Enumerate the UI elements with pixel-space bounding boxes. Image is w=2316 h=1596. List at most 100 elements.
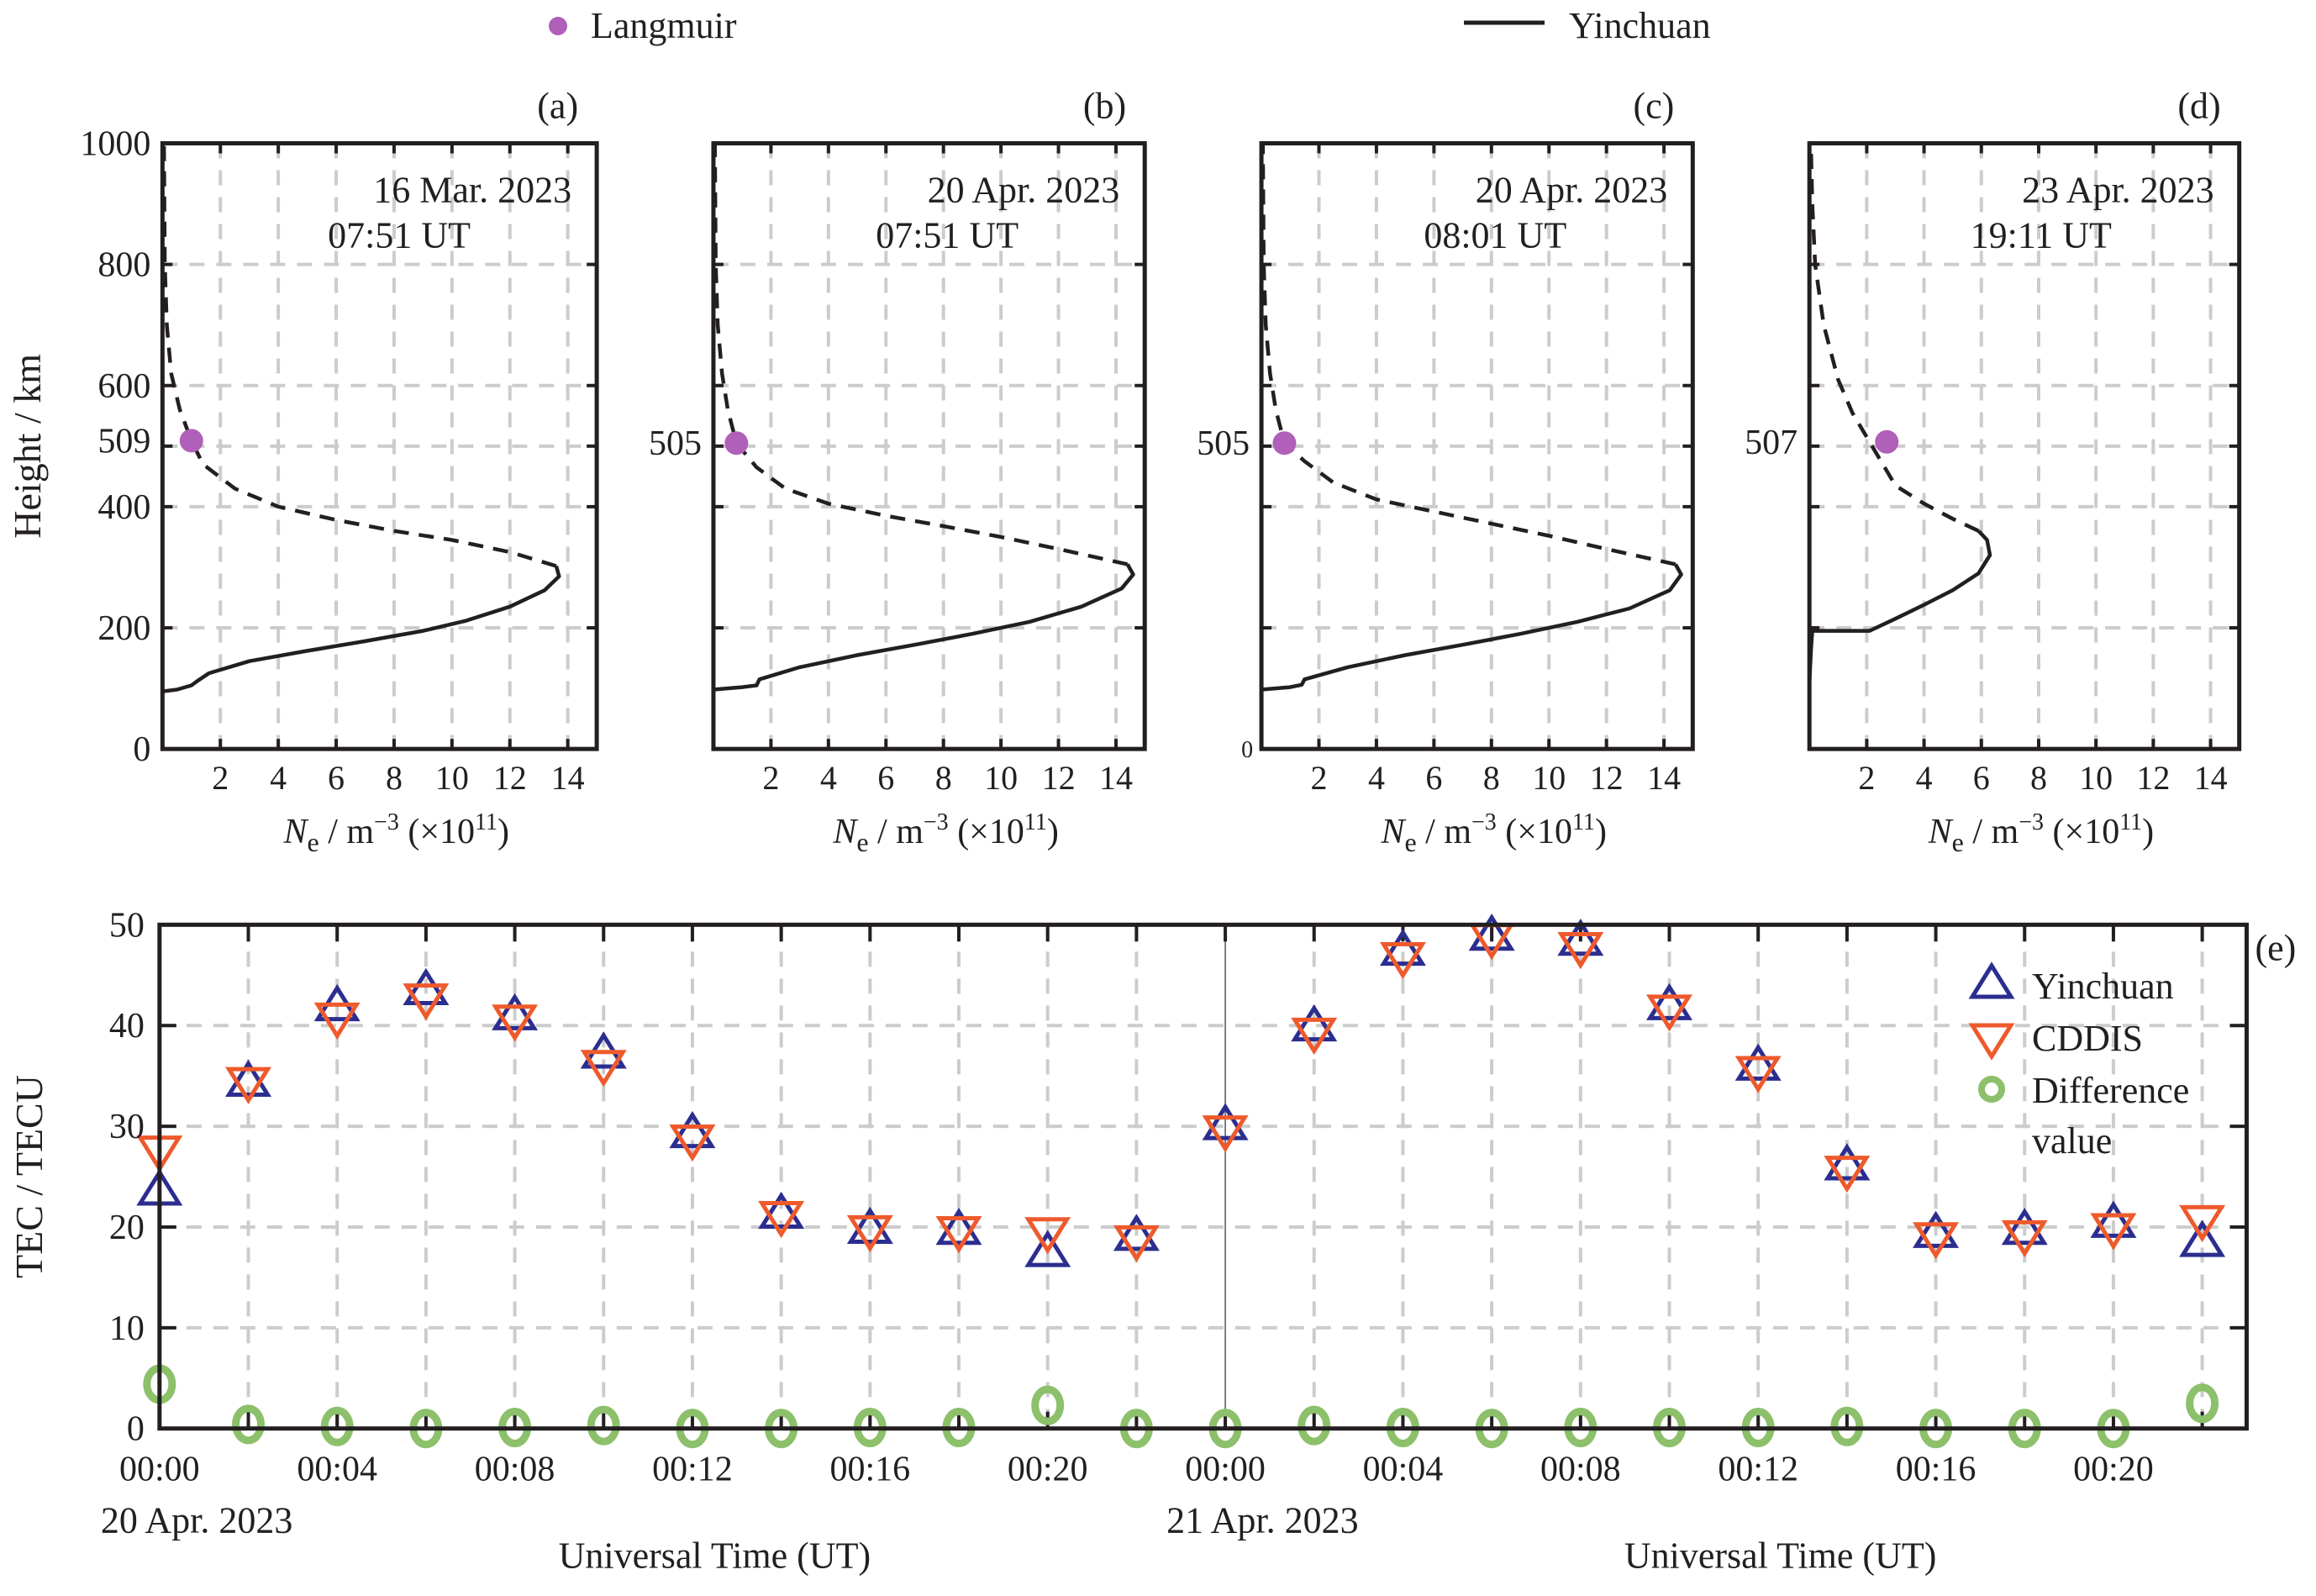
panel-label: (d): [2177, 85, 2220, 126]
axes-frame: [1807, 140, 2242, 751]
x-tick-label: 8: [935, 759, 952, 797]
x-tick-label: 2: [212, 759, 229, 797]
yinchuan-profile-extrapolated: [1808, 143, 1980, 533]
y-tick-label: 505: [649, 424, 702, 463]
y-tick-label: 50: [109, 906, 145, 945]
x-tick-label: 00:04: [297, 1451, 377, 1489]
langmuir-point: [179, 429, 203, 453]
yinchuan-profile-measured: [1807, 529, 1992, 683]
cddis-marker: [846, 1214, 893, 1253]
profile-panel-a: 2 4 6 8 10 12 14 0 200 400 509 600 800 1000 16 Mar. 20…: [80, 85, 599, 857]
x-tick-label: 00:12: [652, 1451, 733, 1489]
legend-difference-marker: [1978, 1076, 2005, 1103]
cddis-marker: [2179, 1204, 2226, 1243]
langmuir-point: [1875, 429, 1899, 454]
y-tick-label: 800: [97, 246, 150, 285]
y-tick-label: 505: [1197, 424, 1250, 463]
x-tick-label: 4: [1916, 759, 1933, 797]
cddis-marker: [1379, 941, 1426, 980]
yinchuan-marker: [1824, 1143, 1871, 1181]
x-tick-label: 10: [1532, 759, 1566, 797]
x-axis-label: Ne / m−3 (×1011): [282, 809, 509, 857]
panel-date: 16 Mar. 2023: [373, 169, 571, 210]
panel-label: (e): [2255, 927, 2296, 968]
legend-difference-label-2: value: [2032, 1120, 2112, 1161]
y-tick-label: 0: [127, 1410, 145, 1449]
x-tick-label: 10: [435, 759, 469, 797]
tec-panel: 0 10 20 30 40 50 TEC / TECU 00:00 00:04 00:08 00:1…: [8, 906, 2296, 1576]
x-tick-label: 2: [1858, 759, 1875, 797]
x-tick-label: 14: [1099, 759, 1133, 797]
yinchuan-marker: [1468, 913, 1515, 951]
x-axis-label: Ne / m−3 (×1011): [1928, 809, 2155, 857]
yinchuan-marker: [935, 1208, 982, 1246]
difference-marker: [1297, 1405, 1331, 1446]
legend-difference-label: Difference: [2032, 1070, 2189, 1111]
axes-frame: [160, 140, 599, 751]
yinchuan-profile-extrapolated: [713, 143, 1129, 566]
y-tick-label: 0: [1241, 737, 1253, 763]
panel-time: 19:11 UT: [1971, 214, 2112, 255]
cddis-marker: [935, 1216, 982, 1254]
cddis-marker: [1557, 931, 1604, 970]
x-axis-label: Ne / m−3 (×1011): [1380, 809, 1607, 857]
cddis-marker: [492, 1004, 539, 1042]
axes-frame: [1259, 140, 1695, 751]
cddis-marker: [758, 1201, 805, 1239]
yinchuan-marker: [2001, 1208, 2048, 1246]
x-tick-label: 00:00: [1185, 1451, 1266, 1489]
y-tick-label: 400: [97, 488, 150, 527]
yinchuan-marker: [1557, 918, 1604, 956]
x-tick-label: 00:16: [829, 1451, 910, 1489]
y-tick-label: 600: [97, 367, 150, 406]
x-tick-label: 00:12: [1718, 1451, 1798, 1489]
cddis-marker: [313, 1002, 361, 1040]
x-tick-label: 00:00: [119, 1451, 200, 1489]
panel-label: (a): [537, 85, 578, 126]
cddis-marker: [1646, 994, 1692, 1032]
cddis-marker: [669, 1124, 716, 1162]
x-tick-label: 6: [1425, 759, 1442, 797]
tec-legend: Yinchuan CDDIS Difference value: [1968, 961, 2189, 1161]
x-tick-label: 2: [1311, 759, 1328, 797]
y-tick-label: 20: [109, 1209, 145, 1247]
cddis-marker: [1734, 1056, 1782, 1093]
yinchuan-legend-label: Yinchuan: [1569, 5, 1711, 46]
x-tick-label: 12: [1590, 759, 1624, 797]
x-tick-label: 00:20: [1008, 1451, 1088, 1489]
langmuir-legend-label: Langmuir: [591, 5, 737, 46]
yinchuan-profile-extrapolated: [1261, 143, 1676, 566]
y-tick-label: 10: [109, 1309, 145, 1348]
cddis-marker: [225, 1067, 272, 1104]
cddis-marker: [2001, 1219, 2048, 1258]
yinchuan-marker: [1024, 1230, 1071, 1267]
x-tick-label: 12: [2136, 759, 2170, 797]
langmuir-legend-marker: [549, 17, 567, 35]
yinchuan-marker: [225, 1059, 272, 1098]
date-label-right: 21 Apr. 2023: [1166, 1500, 1359, 1541]
cddis-marker: [580, 1050, 627, 1088]
yinchuan-profile-measured: [1261, 563, 1683, 692]
yinchuan-profile-measured: [713, 563, 1135, 692]
yinchuan-marker: [2179, 1219, 2226, 1257]
x-tick-label: 00:16: [1896, 1451, 1976, 1489]
yinchuan-marker: [1379, 928, 1426, 967]
panel-time: 07:51 UT: [876, 214, 1019, 255]
x-tick-label: 10: [984, 759, 1018, 797]
langmuir-point: [1272, 431, 1297, 456]
panel-label: (b): [1083, 85, 1126, 126]
x-tick-label: 6: [877, 759, 894, 797]
y-tick-label: 30: [109, 1108, 145, 1146]
yinchuan-marker: [1646, 982, 1692, 1020]
yinchuan-profile-extrapolated: [161, 143, 557, 568]
yinchuan-marker: [846, 1206, 893, 1245]
x-axis-label: Ne / m−3 (×1011): [832, 809, 1059, 857]
y-tick-label: 1000: [80, 124, 150, 163]
x-tick-label: 14: [551, 759, 585, 797]
axes-frame: [711, 140, 1147, 751]
yinchuan-marker: [2090, 1200, 2137, 1238]
